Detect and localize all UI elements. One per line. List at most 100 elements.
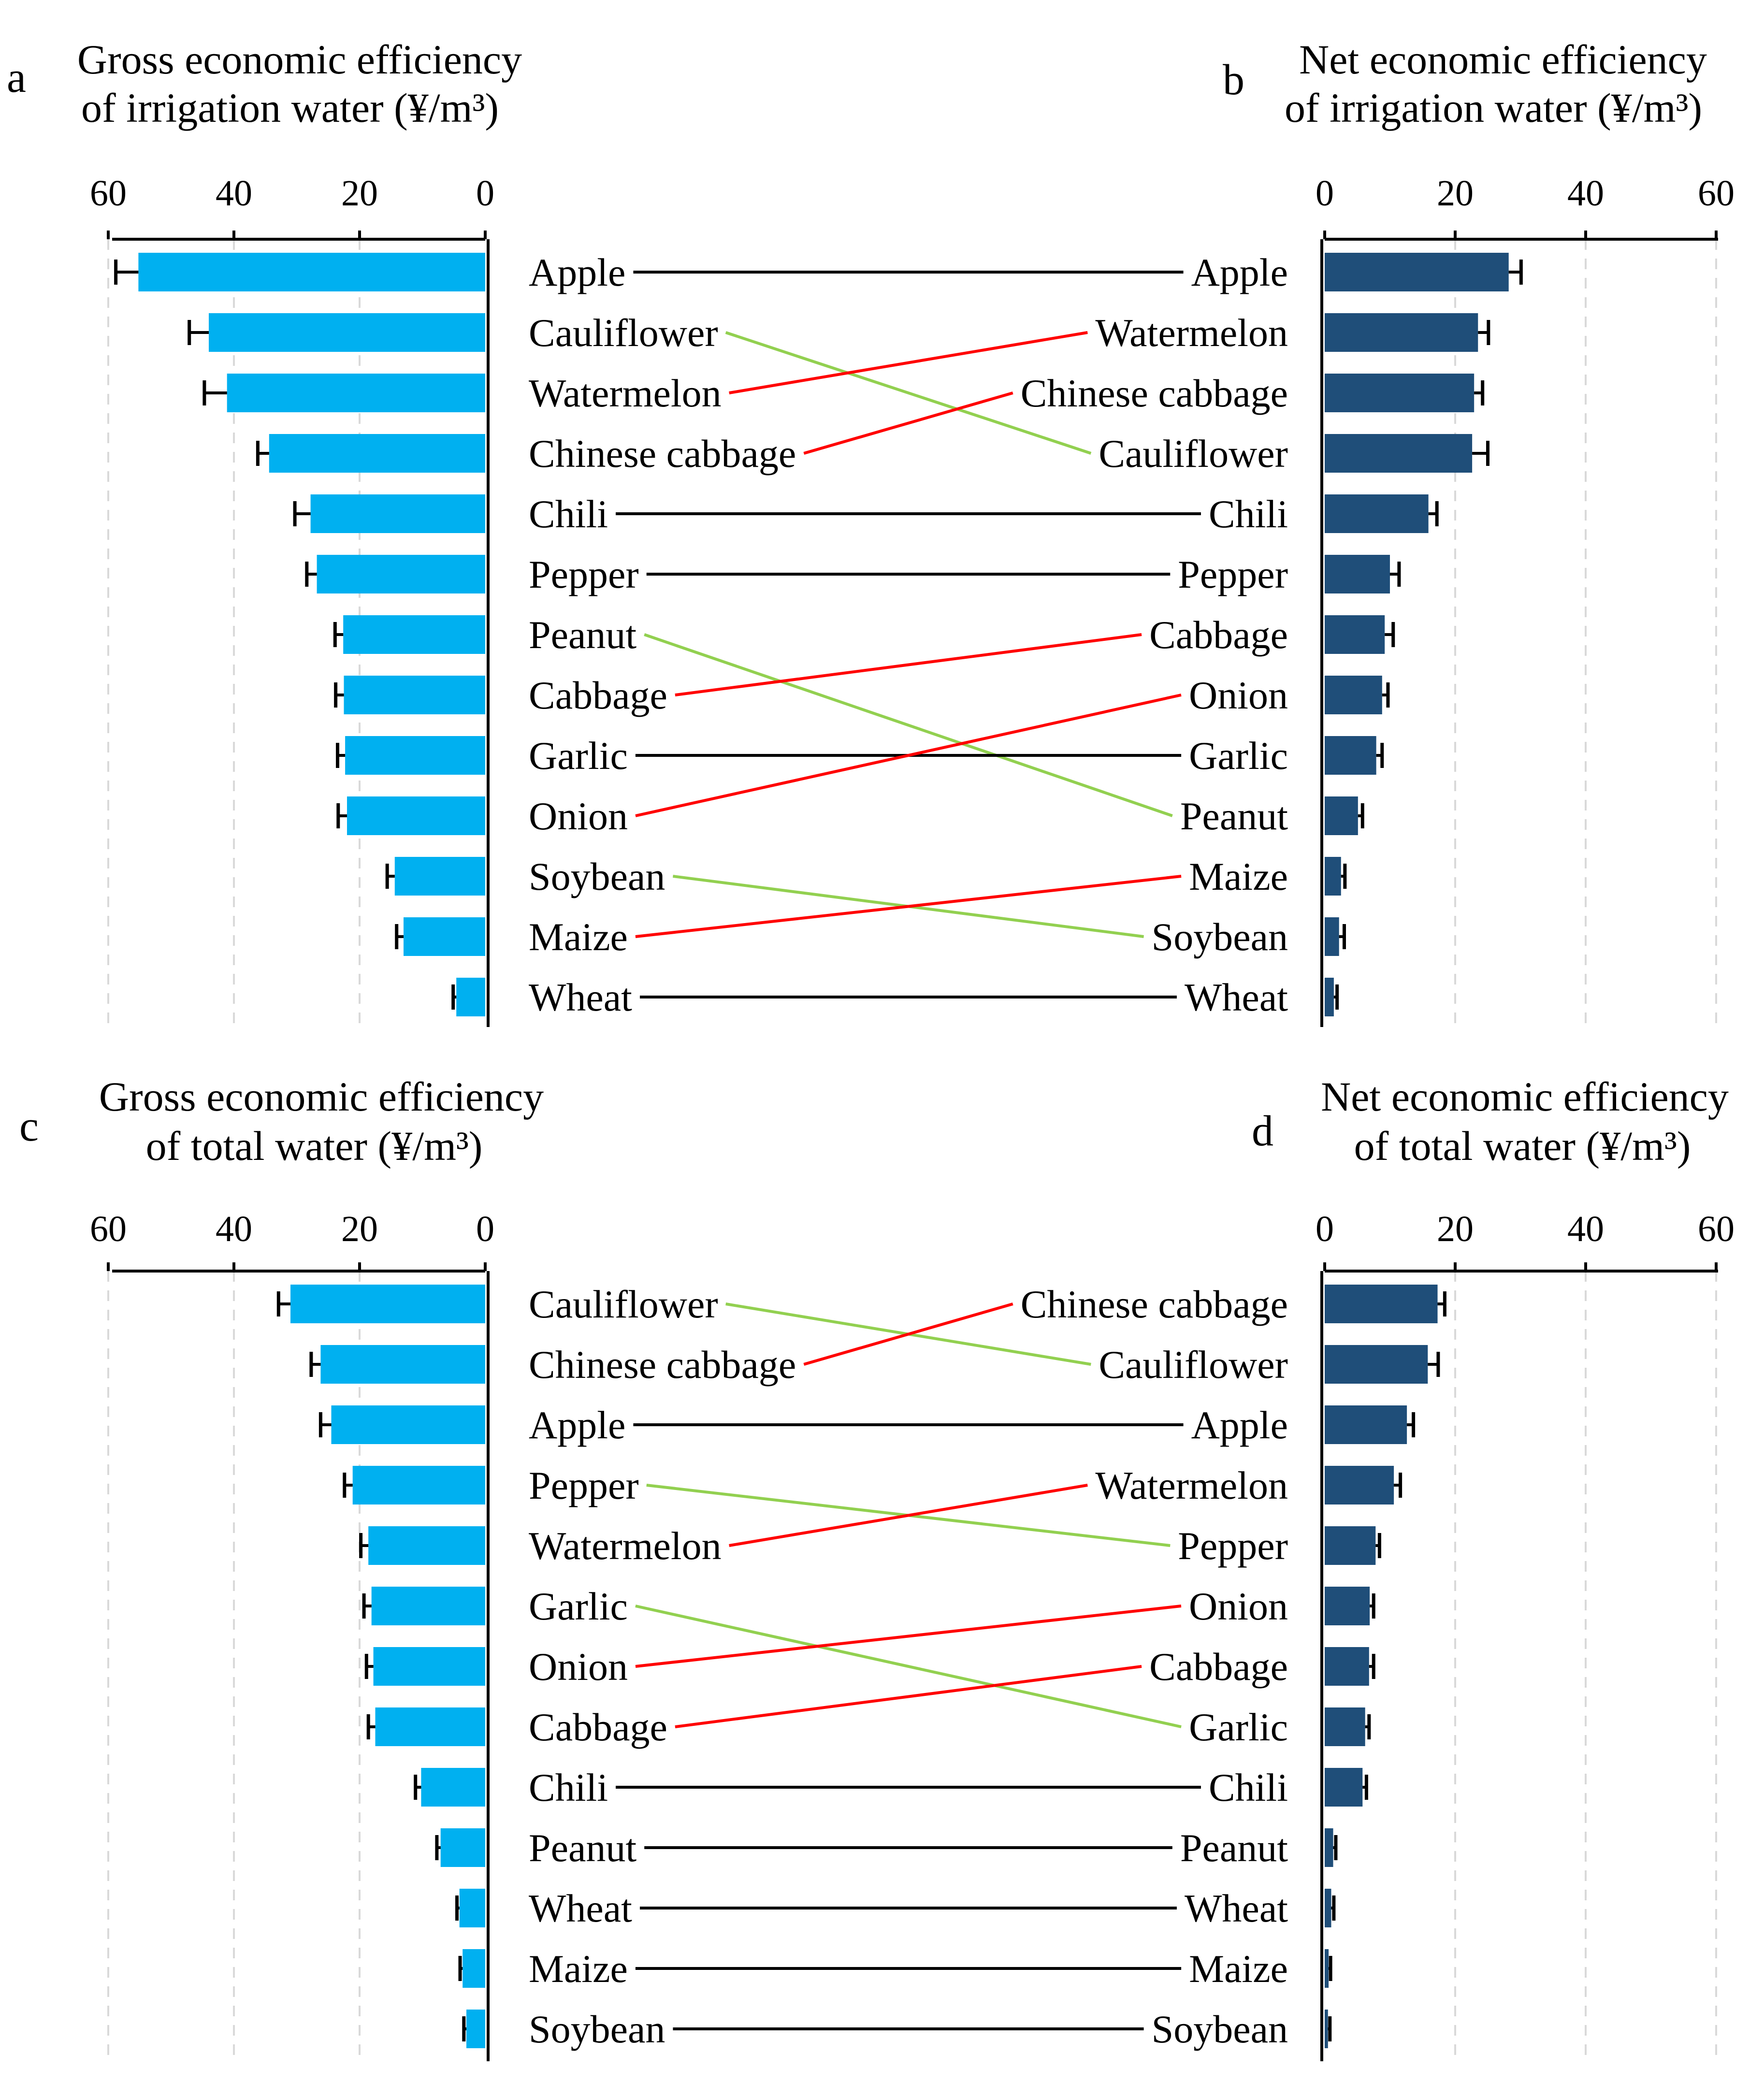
left-crop-label: Cauliflower bbox=[529, 311, 718, 355]
panel-c-tick: 60 bbox=[90, 1209, 127, 1249]
left-crop-label: Maize bbox=[529, 915, 628, 959]
right-crop-label: Apple bbox=[1191, 1403, 1288, 1447]
right-crop-label: Chili bbox=[1209, 492, 1288, 536]
bar bbox=[371, 1587, 485, 1625]
left-crop-label: Wheat bbox=[529, 1886, 632, 1930]
bar bbox=[1325, 1647, 1369, 1686]
bar bbox=[317, 555, 485, 593]
panel-c-tick: 20 bbox=[341, 1209, 378, 1249]
bar bbox=[404, 917, 485, 956]
bar bbox=[375, 1707, 485, 1746]
bar bbox=[1325, 374, 1475, 412]
right-crop-label: Maize bbox=[1189, 854, 1288, 898]
left-crop-label: Peanut bbox=[529, 1826, 636, 1870]
panel-a-tick: 0 bbox=[476, 173, 494, 214]
bar bbox=[421, 1768, 485, 1807]
rank-connector-line bbox=[803, 1302, 1013, 1366]
panel-a-tick: 40 bbox=[216, 173, 252, 214]
panel-c-label: c bbox=[19, 1102, 39, 1150]
left-crop-label: Garlic bbox=[529, 734, 628, 778]
bar bbox=[138, 253, 485, 291]
bar bbox=[331, 1405, 485, 1444]
left-crop-label: Soybean bbox=[529, 2007, 665, 2051]
rank-connectors-cd: Cauliflower Chinese cabbage Apple Pepper Wat… bbox=[529, 1282, 1288, 2051]
panel-a-title-line2: of irrigation water (¥/m³) bbox=[81, 85, 499, 131]
panel-b-plot bbox=[1320, 231, 1718, 1027]
left-crop-label: Cabbage bbox=[529, 1705, 667, 1749]
panel-a-label: a bbox=[7, 54, 26, 101]
bar bbox=[1325, 1768, 1363, 1807]
bar bbox=[290, 1285, 485, 1323]
rank-connectors-ab: Apple Cauliflower Watermelon Chinese cabbag… bbox=[529, 250, 1288, 1019]
panel-d-plot bbox=[1320, 1262, 1718, 2061]
bar bbox=[320, 1345, 485, 1384]
rank-connector-line bbox=[675, 1665, 1142, 1728]
panel-a-plot bbox=[107, 231, 490, 1027]
bar bbox=[1325, 615, 1385, 654]
left-crop-label: Pepper bbox=[529, 552, 639, 596]
right-crop-label: Garlic bbox=[1189, 734, 1288, 778]
bar bbox=[1325, 1587, 1370, 1625]
right-crop-label: Wheat bbox=[1185, 1886, 1288, 1930]
bar bbox=[1325, 555, 1390, 593]
panel-b-tick: 0 bbox=[1316, 173, 1334, 214]
bar bbox=[1325, 796, 1358, 835]
bar bbox=[345, 736, 485, 775]
right-crop-label: Pepper bbox=[1178, 1524, 1288, 1568]
right-crop-label: Onion bbox=[1189, 1584, 1288, 1628]
rank-connector-line bbox=[803, 391, 1013, 455]
panel-c-tick: 0 bbox=[476, 1209, 494, 1249]
rank-connector-line bbox=[635, 875, 1182, 938]
panel-b-title-line1: Net economic efficiency bbox=[1299, 36, 1707, 83]
panel-b-title-line2: of irrigation water (¥/m³) bbox=[1285, 85, 1702, 131]
right-crop-label: Maize bbox=[1189, 1947, 1288, 1991]
panel-c-tick: 40 bbox=[216, 1209, 252, 1249]
bar bbox=[440, 1828, 485, 1867]
bar bbox=[209, 313, 485, 352]
rank-connector-line bbox=[725, 331, 1092, 455]
panel-c-title-line2: of total water (¥/m³) bbox=[146, 1123, 483, 1169]
bar bbox=[227, 374, 485, 412]
right-crop-label: Watermelon bbox=[1095, 311, 1288, 355]
bar bbox=[1325, 1526, 1376, 1565]
panel-d: d Net economic efficiency of total water… bbox=[1252, 1073, 1735, 2061]
rank-connector-line bbox=[635, 694, 1182, 817]
panel-b-tick: 40 bbox=[1567, 173, 1604, 214]
bar bbox=[463, 1949, 485, 1988]
panel-a-tick: 60 bbox=[90, 173, 127, 214]
bar bbox=[1325, 1466, 1394, 1504]
panel-b: b Net economic efficiency of irrigation … bbox=[1223, 36, 1735, 1027]
bar bbox=[1325, 1828, 1333, 1867]
bar bbox=[269, 434, 485, 473]
rank-connector-line bbox=[729, 331, 1088, 394]
right-crop-label: Apple bbox=[1191, 250, 1288, 294]
right-crop-label: Pepper bbox=[1178, 552, 1288, 596]
bar bbox=[1325, 978, 1334, 1016]
left-crop-label: Pepper bbox=[529, 1463, 639, 1507]
left-crop-label: Garlic bbox=[529, 1584, 628, 1628]
panel-d-tick: 40 bbox=[1567, 1209, 1604, 1249]
panel-d-tick: 20 bbox=[1437, 1209, 1474, 1249]
rank-connector-line bbox=[729, 1484, 1088, 1547]
right-crop-label: Watermelon bbox=[1095, 1463, 1288, 1507]
panel-c-plot bbox=[107, 1262, 490, 2061]
bar bbox=[1325, 676, 1382, 714]
left-crop-label: Soybean bbox=[529, 854, 665, 898]
panel-b-tick: 60 bbox=[1698, 173, 1735, 214]
bar bbox=[1325, 1285, 1438, 1323]
right-crop-label: Chinese cabbage bbox=[1021, 1282, 1288, 1326]
panel-d-label: d bbox=[1252, 1107, 1273, 1155]
left-crop-label: Cabbage bbox=[529, 673, 667, 717]
left-crop-label: Wheat bbox=[529, 975, 632, 1019]
bar bbox=[344, 676, 485, 714]
panel-d-tick: 60 bbox=[1698, 1209, 1735, 1249]
panel-d-title-line1: Net economic efficiency bbox=[1321, 1073, 1729, 1120]
bar bbox=[1325, 494, 1429, 533]
panel-a: a Gross economic efficiency of irrigatio… bbox=[7, 36, 522, 1027]
left-crop-label: Onion bbox=[529, 794, 628, 838]
right-crop-label: Wheat bbox=[1185, 975, 1288, 1019]
left-crop-label: Chili bbox=[529, 492, 608, 536]
right-crop-label: Peanut bbox=[1180, 1826, 1288, 1870]
bar bbox=[1325, 1707, 1365, 1746]
panel-b-label: b bbox=[1223, 56, 1244, 104]
